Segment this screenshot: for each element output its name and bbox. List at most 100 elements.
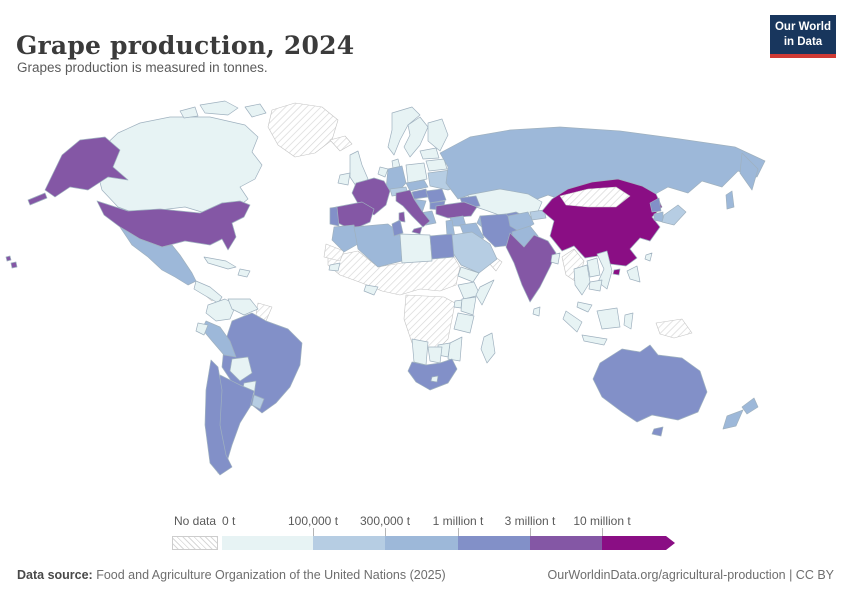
country-morocco[interactable] — [331, 224, 359, 253]
footer-link[interactable]: OurWorldinData.org/agricultural-producti… — [547, 568, 834, 582]
state-alaska[interactable] — [44, 136, 129, 198]
country-poland[interactable] — [405, 162, 428, 184]
legend-tick — [602, 528, 603, 536]
island-hispaniola[interactable] — [237, 268, 251, 278]
country-philippines[interactable] — [626, 265, 641, 283]
page-title: Grape production, 2024 — [16, 30, 355, 60]
country-botswana[interactable] — [427, 346, 443, 364]
country-libya[interactable] — [399, 233, 433, 264]
country-mozambique[interactable] — [447, 336, 463, 362]
country-lesotho[interactable] — [430, 375, 439, 383]
country-japan[interactable] — [661, 204, 687, 226]
country-norway[interactable] — [387, 106, 421, 156]
legend-tick — [313, 528, 314, 536]
owid-logo[interactable]: Our World in Data — [770, 15, 836, 58]
island-sulawesi[interactable] — [623, 312, 634, 330]
country-italy[interactable] — [395, 189, 431, 228]
legend-bin-3m[interactable] — [530, 536, 602, 550]
island-sardinia[interactable] — [398, 211, 406, 223]
country-venezuela[interactable] — [227, 298, 259, 316]
country-sri-lanka[interactable] — [532, 306, 541, 317]
country-ireland[interactable] — [337, 172, 351, 186]
country-bolivia[interactable] — [229, 356, 253, 382]
hawaii-island[interactable] — [10, 261, 18, 269]
country-uruguay[interactable] — [251, 394, 265, 410]
country-belarus[interactable] — [425, 158, 448, 172]
country-turkey[interactable] — [435, 201, 478, 219]
country-laos[interactable] — [586, 257, 601, 278]
region-sahara[interactable] — [327, 250, 461, 296]
aleutian-islands[interactable] — [27, 192, 48, 206]
region-benelux[interactable] — [377, 166, 389, 178]
country-north-korea[interactable] — [649, 197, 662, 213]
country-taiwan[interactable] — [644, 252, 653, 262]
country-ecuador[interactable] — [195, 322, 209, 336]
legend-bin-100k[interactable] — [313, 536, 385, 550]
country-mongolia[interactable] — [559, 186, 631, 208]
country-south-africa[interactable] — [407, 358, 458, 391]
country-romania[interactable] — [425, 188, 447, 204]
country-australia[interactable] — [592, 344, 708, 423]
region-kyrgyzstan[interactable] — [529, 209, 547, 221]
legend-no-data-swatch[interactable] — [172, 536, 218, 550]
country-senegal[interactable] — [328, 262, 341, 272]
legend-bin-300k[interactable] — [385, 536, 458, 550]
peninsula-kamchatka[interactable] — [739, 152, 759, 191]
country-south-korea[interactable] — [653, 211, 664, 223]
country-vietnam[interactable] — [596, 250, 613, 290]
country-iceland[interactable] — [329, 135, 353, 152]
island-tasmania[interactable] — [651, 426, 664, 437]
island-sumatra[interactable] — [562, 310, 583, 333]
country-somalia[interactable] — [475, 279, 495, 306]
country-western-sahara[interactable] — [323, 243, 345, 262]
arctic-island[interactable] — [179, 106, 199, 119]
country-new-zealand[interactable] — [741, 397, 759, 415]
country-tunisia[interactable] — [391, 219, 404, 237]
arctic-island[interactable] — [244, 103, 267, 118]
country-sweden[interactable] — [403, 116, 429, 158]
country-egypt[interactable] — [429, 233, 455, 260]
country-united-kingdom[interactable] — [349, 150, 369, 190]
region-gulf-of-guinea[interactable] — [363, 284, 379, 296]
hawaii-island[interactable] — [5, 255, 12, 262]
legend-bin-0t[interactable] — [222, 536, 313, 550]
country-hungary[interactable] — [411, 188, 429, 200]
legend-no-data-label: No data — [173, 514, 217, 528]
region-central-africa[interactable] — [403, 294, 456, 350]
country-new-zealand[interactable] — [722, 409, 744, 430]
country-kenya[interactable] — [460, 296, 477, 316]
country-malaysia[interactable] — [576, 301, 593, 313]
island-hainan[interactable] — [612, 268, 621, 276]
country-canada[interactable] — [95, 116, 263, 216]
region-baltics[interactable] — [419, 147, 440, 160]
chart-subtitle: Grapes production is measured in tonnes. — [17, 60, 268, 75]
country-namibia[interactable] — [411, 338, 429, 366]
island-sakhalin[interactable] — [725, 190, 735, 210]
island-borneo[interactable] — [596, 307, 621, 330]
legend-color-bar — [222, 536, 675, 550]
island-sicily[interactable] — [411, 226, 423, 235]
region-central-america[interactable] — [193, 280, 223, 304]
region-czech-slovakia[interactable] — [405, 179, 429, 192]
country-papua-new-guinea[interactable] — [655, 318, 693, 339]
country-portugal[interactable] — [329, 206, 340, 227]
legend-tick — [458, 528, 459, 536]
country-cambodia[interactable] — [588, 279, 603, 292]
country-india[interactable] — [505, 232, 557, 303]
arctic-island[interactable] — [199, 100, 239, 116]
legend-bin-1m[interactable] — [458, 536, 530, 550]
country-colombia[interactable] — [205, 298, 237, 322]
country-uganda[interactable] — [453, 299, 463, 309]
country-greenland[interactable] — [267, 102, 339, 158]
country-thailand[interactable] — [573, 264, 591, 296]
country-cuba[interactable] — [203, 256, 237, 270]
legend-zero-label: 0 t — [222, 514, 236, 528]
legend-bin-10m[interactable] — [602, 536, 675, 550]
country-tanzania[interactable] — [453, 312, 475, 334]
country-bangladesh[interactable] — [550, 252, 561, 265]
country-finland[interactable] — [427, 118, 449, 152]
island-java[interactable] — [581, 334, 608, 346]
country-chile[interactable] — [204, 359, 233, 476]
country-madagascar[interactable] — [480, 332, 496, 364]
